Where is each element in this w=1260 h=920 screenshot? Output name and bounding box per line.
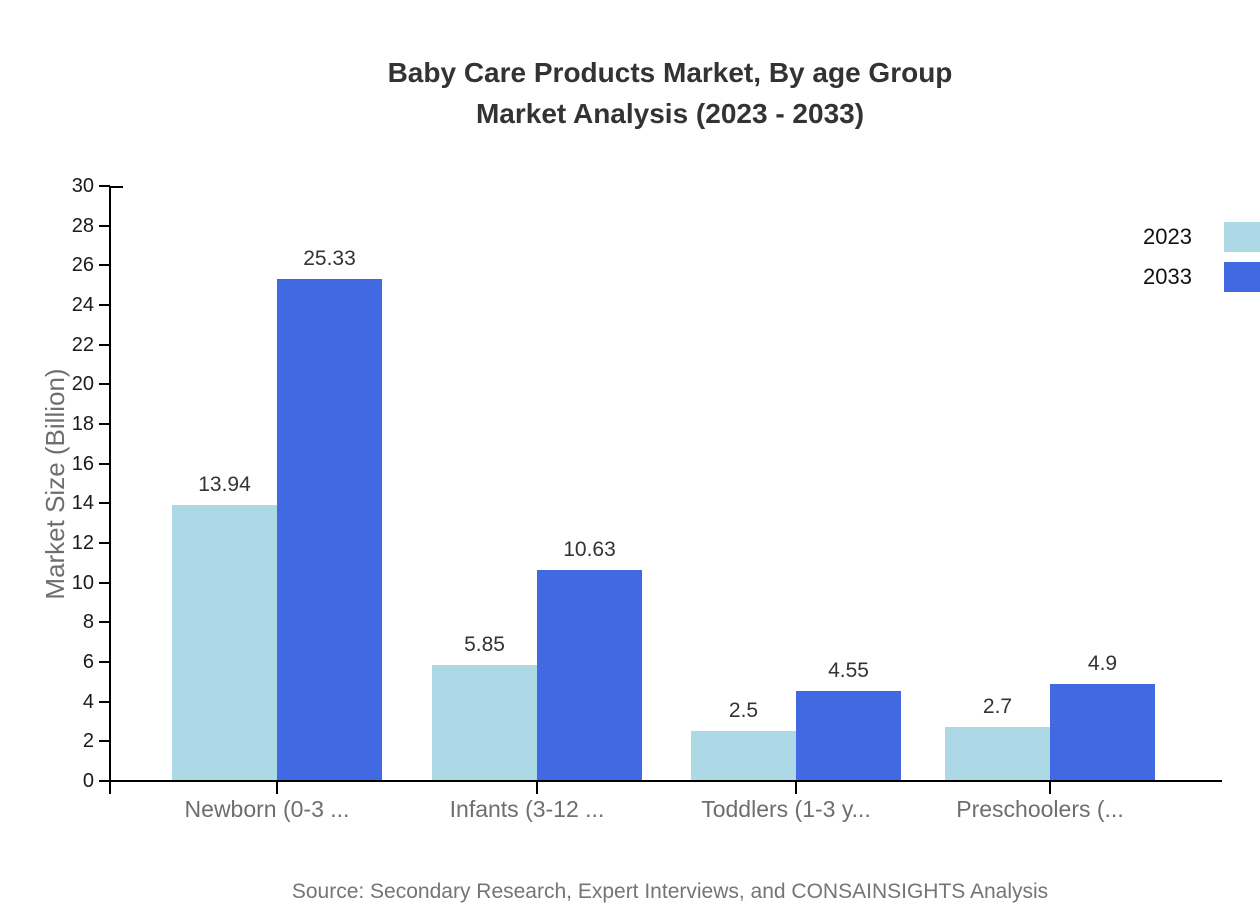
legend-label: 2023 <box>1143 224 1192 249</box>
y-tick-label: 6 <box>82 651 94 673</box>
bar-value-label: 2.5 <box>728 699 759 723</box>
y-tick-label: 12 <box>71 532 94 554</box>
y-tick-label: 2 <box>82 730 94 753</box>
y-tick-mark <box>99 462 110 465</box>
y-tick-mark <box>99 224 110 227</box>
bar-2023 <box>432 664 537 780</box>
x-tick-mark <box>276 782 278 794</box>
y-tick-mark <box>99 542 110 544</box>
y-tick-label: 22 <box>71 333 94 356</box>
bar-2023 <box>945 727 1050 780</box>
y-tick-mark <box>99 343 110 346</box>
bar-2033 <box>796 690 901 780</box>
y-tick-mark <box>99 581 110 584</box>
y-tick-label: 0 <box>82 770 94 792</box>
y-tick-label: 24 <box>71 294 94 316</box>
bar-value-label: 2.7 <box>982 695 1013 719</box>
y-tick-label: 30 <box>71 175 94 197</box>
bar-value-label: 4.55 <box>828 658 869 682</box>
y-tick-mark <box>99 383 110 386</box>
y-tick-mark <box>99 780 110 782</box>
bar-2033 <box>537 570 642 780</box>
bar-value-label: 13.94 <box>198 472 251 496</box>
chart-title: Baby Care Products Market, By age Group … <box>80 52 1260 134</box>
bar-2033 <box>277 278 382 780</box>
legend-swatch-2033 <box>1224 262 1260 292</box>
y-tick-label: 14 <box>71 492 94 515</box>
y-tick-label: 4 <box>82 690 94 713</box>
x-axis-line <box>109 780 1222 782</box>
y-tick-label: 28 <box>71 214 94 237</box>
y-tick-label: 10 <box>71 571 94 594</box>
y-tick-mark <box>99 185 110 187</box>
y-axis-line <box>109 186 111 794</box>
y-tick-mark <box>99 740 110 743</box>
x-tick-mark <box>795 782 797 794</box>
x-category-label: Toddlers (1-3 y... <box>701 796 871 822</box>
y-tick-label: 26 <box>71 254 94 277</box>
y-tick-mark <box>99 423 110 425</box>
x-tick-mark <box>1049 782 1051 794</box>
legend-item-2023[interactable]: 2023 <box>992 222 1260 252</box>
bar-2023 <box>691 731 796 780</box>
y-tick-label: 18 <box>71 413 94 435</box>
chart-title-line-2: Market Analysis (2023 - 2033) <box>475 98 865 129</box>
legend-item-2033[interactable]: 2033 <box>992 262 1260 292</box>
x-category-label: Preschoolers (... <box>956 796 1124 822</box>
y-tick-mark <box>99 621 110 624</box>
y-axis-top-cap <box>109 186 123 188</box>
y-tick-label: 20 <box>71 373 94 396</box>
y-tick-mark <box>99 502 110 505</box>
bar-value-label: 10.63 <box>563 538 616 562</box>
y-tick-label: 8 <box>82 611 94 634</box>
chart-title-line-1: Baby Care Products Market, By age Group <box>387 57 953 88</box>
bar-2023 <box>172 504 277 780</box>
legend-swatch-2023 <box>1224 222 1260 252</box>
y-tick-label: 16 <box>71 452 94 475</box>
x-category-label: Infants (3-12 ... <box>449 796 605 822</box>
y-tick-mark <box>99 264 110 267</box>
legend-label: 2033 <box>1143 264 1192 289</box>
x-category-label: Newborn (0-3 ... <box>184 796 350 822</box>
y-tick-mark <box>99 304 110 306</box>
bar-value-label: 25.33 <box>303 246 356 270</box>
y-tick-mark <box>99 661 110 663</box>
bar-value-label: 4.9 <box>1087 651 1118 675</box>
bar-2033 <box>1050 683 1155 780</box>
source-note: Source: Secondary Research, Expert Inter… <box>291 880 1049 903</box>
bar-value-label: 5.85 <box>464 632 505 656</box>
y-tick-mark <box>99 700 110 703</box>
x-tick-mark <box>536 782 538 794</box>
